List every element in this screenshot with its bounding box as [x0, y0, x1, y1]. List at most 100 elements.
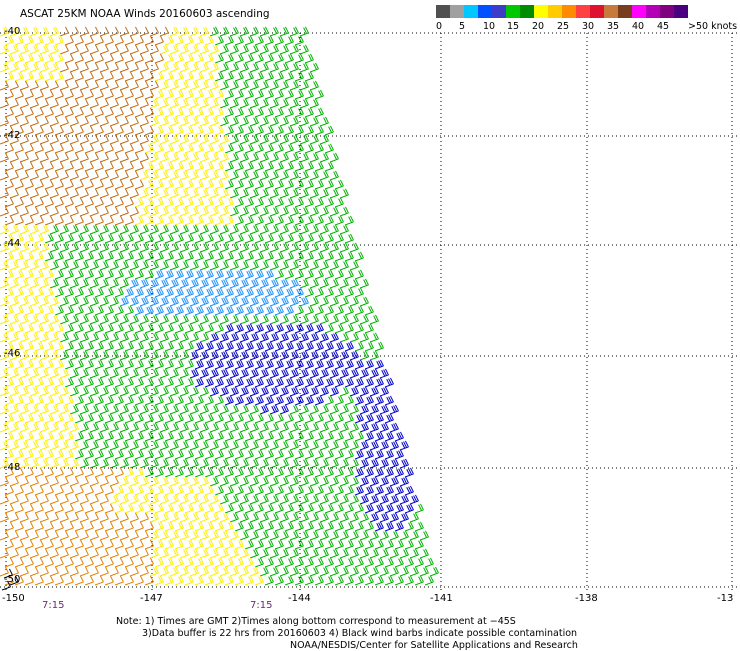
wind-barb	[250, 189, 258, 198]
wind-barb	[125, 504, 133, 513]
wind-barb	[340, 225, 348, 234]
wind-barb	[150, 549, 158, 558]
wind-barb	[240, 45, 248, 54]
wind-barb	[10, 153, 18, 162]
wind-barb	[335, 306, 343, 315]
wind-barb	[20, 369, 28, 378]
wind-barb	[175, 144, 183, 153]
wind-barb	[240, 117, 248, 126]
wind-barb	[45, 522, 53, 531]
wind-barb	[85, 108, 93, 117]
wind-barb	[55, 576, 63, 585]
wind-barb	[280, 531, 288, 540]
wind-barb	[410, 513, 418, 522]
wind-barb	[315, 504, 323, 513]
wind-barb	[350, 405, 358, 414]
wind-barb	[30, 513, 38, 522]
wind-barb	[375, 342, 383, 351]
wind-barb	[150, 369, 158, 378]
wind-barb	[210, 207, 218, 216]
wind-barb	[20, 495, 28, 504]
wind-barb	[185, 198, 193, 207]
wind-barb	[385, 576, 393, 585]
wind-barb	[125, 378, 133, 387]
wind-barb	[155, 36, 163, 45]
wind-barb	[320, 477, 328, 486]
wind-barb	[30, 369, 38, 378]
wind-barb	[45, 108, 53, 117]
wind-barb	[270, 153, 278, 162]
wind-barb	[190, 531, 198, 540]
wind-barb	[80, 207, 88, 216]
wind-barb	[165, 342, 173, 351]
wind-barb	[60, 513, 68, 522]
wind-barb	[95, 360, 103, 369]
wind-barb	[205, 288, 213, 297]
wind-barb	[380, 423, 388, 432]
wind-barb	[285, 90, 293, 99]
wind-barb	[100, 27, 108, 36]
wind-barb	[255, 72, 263, 81]
wind-barb	[130, 513, 138, 522]
wind-barb	[110, 387, 118, 396]
wind-barb	[270, 171, 278, 180]
wind-barb	[320, 567, 328, 576]
wind-barb	[85, 558, 93, 567]
wind-barb	[105, 180, 113, 189]
wind-barb	[295, 108, 303, 117]
wind-barb	[20, 423, 28, 432]
wind-barb	[225, 288, 233, 297]
wind-barb	[270, 225, 278, 234]
wind-barb	[205, 54, 213, 63]
wind-barb	[180, 45, 188, 54]
wind-barb	[215, 126, 223, 135]
wind-barb	[60, 99, 68, 108]
wind-barb	[75, 72, 83, 81]
wind-barb	[290, 225, 298, 234]
wind-barb	[325, 522, 333, 531]
wind-barb	[360, 369, 368, 378]
wind-barb	[365, 360, 373, 369]
wind-barb	[265, 198, 273, 207]
wind-barb	[225, 216, 233, 225]
wind-barb	[160, 27, 168, 36]
wind-barb	[150, 171, 158, 180]
wind-barb	[310, 405, 318, 414]
wind-barb	[305, 288, 313, 297]
wind-barb	[195, 162, 203, 171]
wind-barb	[355, 252, 363, 261]
wind-barb	[340, 243, 348, 252]
wind-barb	[165, 162, 173, 171]
wind-barb	[20, 567, 28, 576]
wind-barb	[80, 261, 88, 270]
wind-barb	[75, 342, 83, 351]
wind-barb	[210, 279, 218, 288]
lon-label-144: -144	[288, 593, 311, 604]
wind-barb	[40, 423, 48, 432]
wind-barb	[385, 414, 393, 423]
wind-barb	[370, 315, 378, 324]
wind-barb	[275, 432, 283, 441]
wind-barb	[225, 540, 233, 549]
wind-barb	[75, 450, 83, 459]
wind-barb	[280, 495, 288, 504]
wind-barb	[70, 45, 78, 54]
wind-barb	[165, 432, 173, 441]
wind-barb	[330, 567, 338, 576]
wind-barb	[235, 288, 243, 297]
wind-barb	[65, 324, 73, 333]
wind-barb	[320, 153, 328, 162]
wind-barb	[300, 63, 308, 72]
wind-barb	[205, 504, 213, 513]
wind-barb	[170, 387, 178, 396]
wind-barb	[300, 135, 308, 144]
wind-barb	[175, 522, 183, 531]
wind-barb	[200, 477, 208, 486]
wind-barb	[15, 324, 23, 333]
wind-barb	[270, 189, 278, 198]
wind-barb	[155, 324, 163, 333]
wind-barb	[275, 198, 283, 207]
wind-barb	[110, 117, 118, 126]
wind-barb	[270, 351, 278, 360]
wind-barb	[305, 162, 313, 171]
